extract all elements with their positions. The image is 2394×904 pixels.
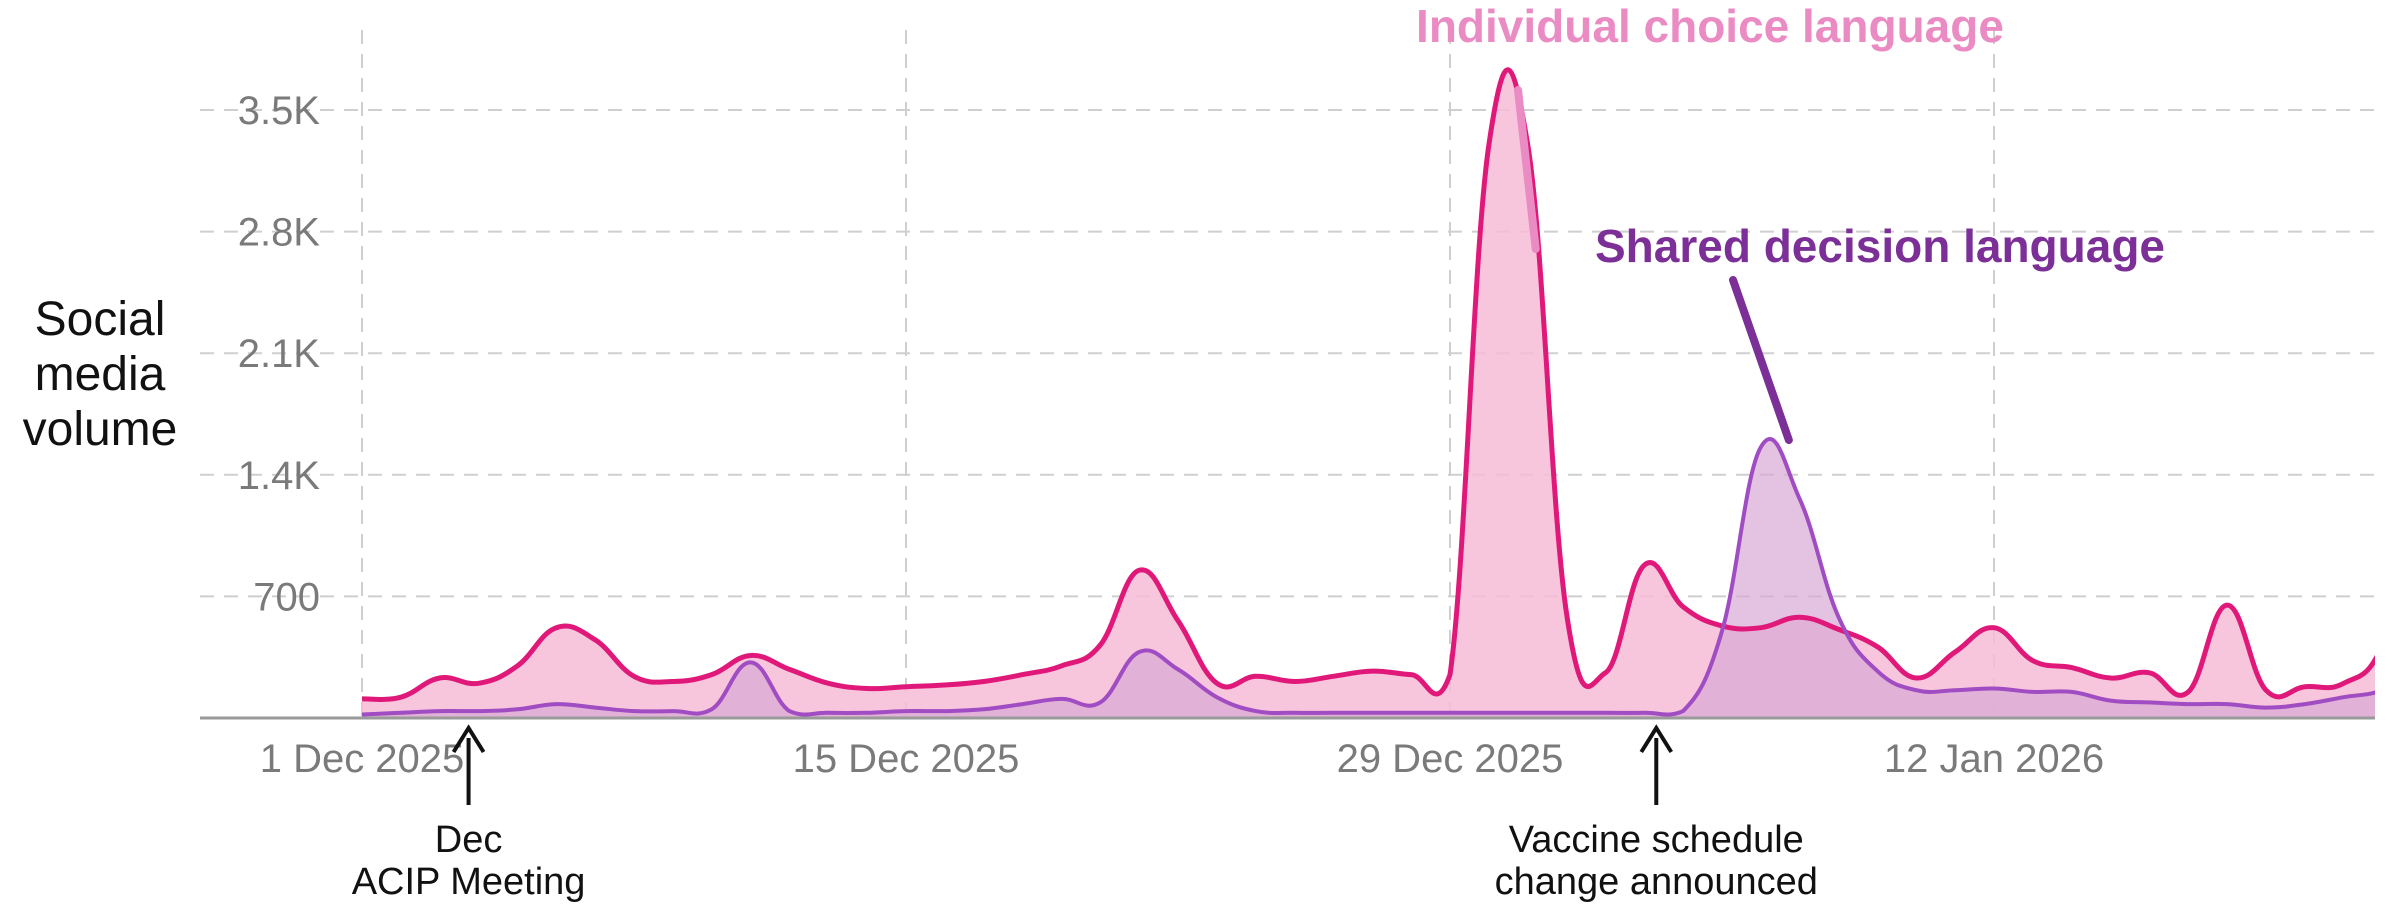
- annotation-arrow-head: [451, 724, 486, 754]
- annotation-text: Vaccine schedule change announced: [1495, 819, 1818, 903]
- annotation-text-line: change announced: [1495, 861, 1818, 903]
- annotation-arrow-head: [1639, 724, 1673, 754]
- x-tick-label: 29 Dec 2025: [1337, 737, 1564, 781]
- x-tick-label: 1 Dec 2025: [260, 737, 465, 781]
- annotation-text-line: Dec: [435, 819, 503, 861]
- series-label-pointer-shared-decision: [1729, 276, 1793, 445]
- series-label-pointer-individual-choice: [1514, 86, 1540, 253]
- series-label-individual-choice: Individual choice language: [1416, 0, 2004, 52]
- annotation-text-line: Vaccine schedule: [1509, 819, 1804, 861]
- grid-layer: [200, 30, 2375, 718]
- y-tick-label: 2.1K: [238, 332, 321, 376]
- y-tick-label: 3.5K: [238, 89, 321, 133]
- series-layer: [362, 67, 2375, 718]
- y-axis-title-line: media: [35, 348, 166, 401]
- label-layer: Social media volume Individual choice langu…: [23, 0, 2165, 903]
- series-line-individual-choice: [362, 67, 2375, 702]
- y-axis-title: Social media volume: [23, 293, 178, 456]
- y-axis-title-line: Social: [35, 293, 166, 346]
- annotation-text: Dec ACIP Meeting: [352, 819, 586, 903]
- y-tick-label: 2.8K: [238, 211, 321, 255]
- y-axis-title-line: volume: [23, 403, 178, 456]
- y-tick-label: 700: [253, 575, 320, 619]
- annotation-text-line: ACIP Meeting: [352, 861, 586, 903]
- series-label-shared-decision: Shared decision language: [1595, 220, 2165, 272]
- series-line-shared-decision: [362, 437, 2375, 717]
- y-tick-label: 1.4K: [238, 454, 321, 498]
- x-tick-label: 12 Jan 2026: [1884, 737, 2104, 781]
- x-tick-label: 15 Dec 2025: [793, 737, 1020, 781]
- series-area-individual-choice: [362, 69, 2375, 718]
- axis-layer: 700 1.4K 2.1K 2.8K 3.5K 1 Dec 2025 15 Dec 2025…: [200, 89, 2375, 781]
